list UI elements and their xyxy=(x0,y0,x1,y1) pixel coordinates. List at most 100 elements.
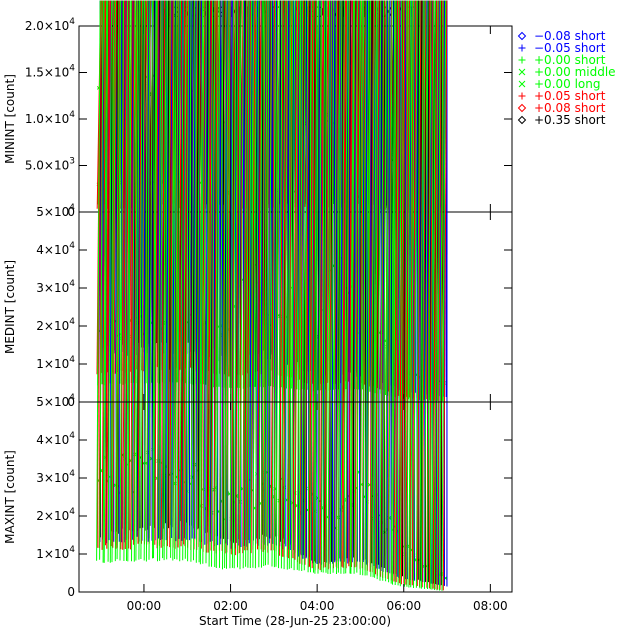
maxint-s6-point xyxy=(299,0,304,564)
maxint-s3-point xyxy=(317,0,323,574)
maxint-s3-point xyxy=(288,0,294,569)
maxint-s3-point xyxy=(166,0,171,560)
maxint-s6-point xyxy=(380,0,385,577)
maxint-s3-point xyxy=(399,0,405,587)
maxint-s3-point xyxy=(350,0,355,574)
maxint-s3-point xyxy=(193,0,198,561)
maxint-s3-point xyxy=(199,0,205,565)
maxint-s3-point xyxy=(410,0,415,588)
maxint-s6-point xyxy=(398,0,404,584)
maxint-y-tick-label: 3×104 xyxy=(36,469,75,485)
maxint-s6-point xyxy=(375,0,380,575)
maxint-s6-point xyxy=(342,0,348,568)
x-axis: 00:00 02:00 04:00 06:00 08:00 xyxy=(127,599,508,613)
maxint-s6-point xyxy=(250,0,256,554)
maxint-s6-point xyxy=(130,0,135,550)
maxint-s3-point xyxy=(366,0,372,576)
maxint-s3-point xyxy=(353,0,359,574)
maxint-s3-point xyxy=(314,0,319,574)
maxint-s3-point xyxy=(152,0,157,559)
legend-label-s6: +0.05 short xyxy=(534,89,606,103)
maxint-s3-point xyxy=(184,0,190,559)
maxint-s3-point xyxy=(148,0,154,560)
maxint-s3-point xyxy=(174,0,179,560)
maxint-s3-point xyxy=(364,0,370,576)
x-tick-label: 06:00 xyxy=(387,599,422,613)
maxint-s3-point xyxy=(214,0,219,568)
maxint-s3-point xyxy=(329,0,335,575)
maxint-s6-point xyxy=(124,0,130,550)
legend-label-s4: +0.00 middle xyxy=(534,65,616,79)
maxint-s6-point xyxy=(257,0,262,550)
maxint-s3-point xyxy=(111,0,117,563)
maxint-s3-point xyxy=(345,0,350,574)
maxint-s3-point xyxy=(145,0,151,562)
maxint-s6-point xyxy=(281,0,287,557)
maxint-s3-point xyxy=(249,0,255,569)
maxint-s6-point xyxy=(120,0,125,550)
maxint-s3-point xyxy=(433,0,439,591)
medint-y-tick-label: 4×104 xyxy=(36,241,75,257)
maxint-s6-point xyxy=(309,0,314,567)
maxint-s6-point xyxy=(421,0,427,588)
maxint-s3-point xyxy=(271,0,277,567)
maxint-s3-point xyxy=(237,0,242,568)
maxint-s6-point xyxy=(133,0,138,545)
maxint-s3-point xyxy=(242,0,248,569)
x-tick-label: 00:00 xyxy=(127,599,162,613)
maxint-s3-point xyxy=(172,0,177,561)
maxint-s3-point xyxy=(392,0,397,585)
maxint-s6-point xyxy=(242,0,247,554)
maxint-s6-point xyxy=(411,0,417,586)
maxint-s6-point xyxy=(224,0,230,554)
maxint-s3-point xyxy=(215,0,221,569)
maxint-s6-point xyxy=(270,0,276,551)
maxint-s3-point xyxy=(99,0,104,560)
maxint-s6-point xyxy=(428,0,434,589)
maxint-s6-point xyxy=(122,0,127,550)
maxint-s3-point xyxy=(182,0,187,561)
legend-marker-s7 xyxy=(517,103,527,113)
maxint-s3-point xyxy=(336,0,341,575)
minint-y-tick-label: 1.0×104 xyxy=(25,110,75,126)
maxint-s6-point xyxy=(348,0,353,567)
medint-y-tick-label: 1×104 xyxy=(36,355,75,371)
maxint-s3-point xyxy=(408,0,413,588)
maxint-s3-point xyxy=(298,0,304,571)
maxint-s3-point xyxy=(420,0,426,589)
maxint-s3-point xyxy=(247,0,252,568)
medint-y-label: MEDINT [count] xyxy=(3,260,17,354)
maxint-s3-point xyxy=(187,0,192,562)
maxint-s6-point xyxy=(324,0,330,568)
maxint-s3-point xyxy=(229,0,234,569)
maxint-s3-point xyxy=(254,0,260,569)
legend-label-s7: +0.08 short xyxy=(534,101,606,115)
maxint-s3-point xyxy=(327,0,332,574)
maxint-s6-point xyxy=(294,0,300,560)
legend-marker-s3 xyxy=(518,56,526,64)
maxint-s3-point xyxy=(322,0,328,573)
maxint-s3-point xyxy=(119,0,125,561)
maxint-s3-point xyxy=(135,0,140,561)
maxint-s3-point xyxy=(231,0,237,568)
maxint-frame xyxy=(78,401,513,593)
legend-marker-s8 xyxy=(517,115,527,125)
minint-y-tick-label: 0 xyxy=(67,205,75,219)
maxint-s6-point xyxy=(110,0,116,547)
maxint-s6-point xyxy=(235,0,240,556)
maxint-s3-point xyxy=(114,0,120,562)
x-tick-label: 08:00 xyxy=(473,599,508,613)
maxint-s6-point xyxy=(210,0,216,551)
maxint-s3-point xyxy=(127,0,132,562)
maxint-s3-point xyxy=(332,0,338,573)
medint-s6-point xyxy=(425,0,431,400)
maxint-s3-point xyxy=(310,0,315,573)
maxint-s6-point xyxy=(341,0,346,567)
maxint-s3-point xyxy=(123,0,128,562)
maxint-s3-point xyxy=(280,0,286,569)
minint-y-tick-label: 1.5×104 xyxy=(25,64,75,80)
maxint-y-tick-label: 5×104 xyxy=(36,393,75,409)
maxint-s3-point xyxy=(163,0,169,561)
maxint-s3-point xyxy=(258,0,263,568)
maxint-s3-point xyxy=(385,0,390,582)
